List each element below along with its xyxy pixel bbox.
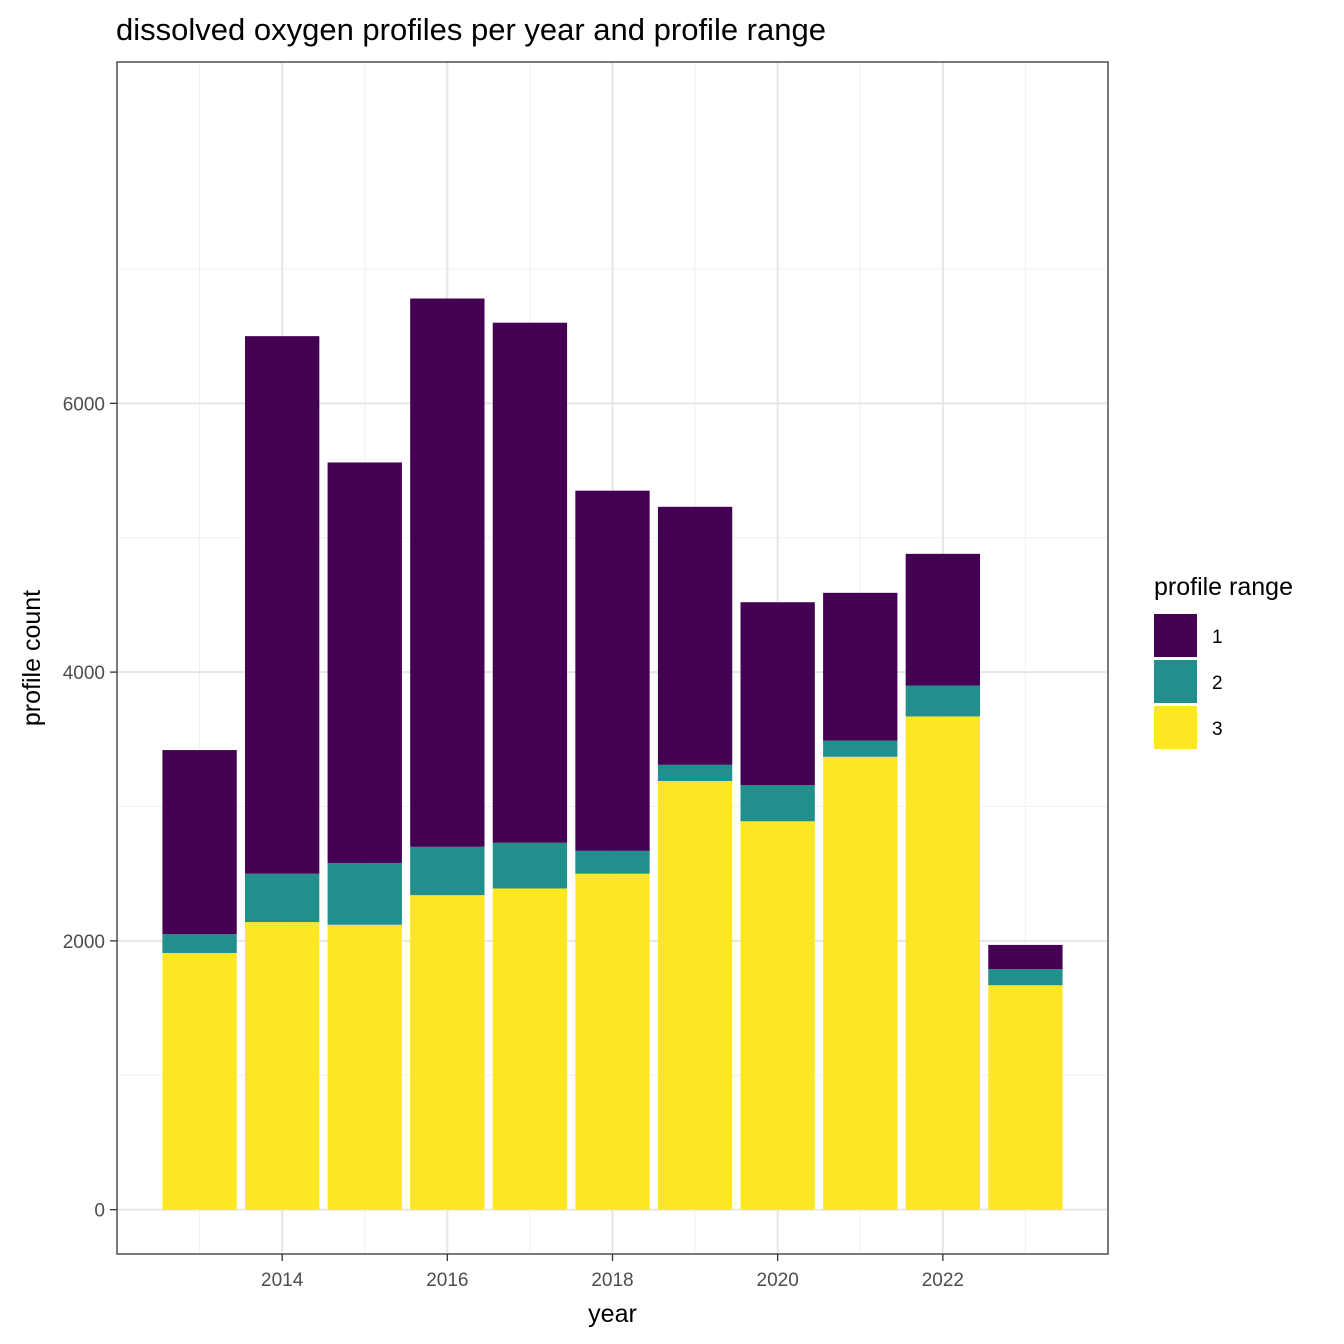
y-tick-label: 4000	[63, 663, 105, 684]
y-tick-label: 0	[94, 1201, 105, 1222]
legend-label-1: 1	[1212, 627, 1223, 648]
bar-2019-range-3	[657, 780, 733, 1210]
bar-2020-range-2	[740, 784, 815, 822]
bar-2017-range-3	[492, 888, 568, 1210]
bar-2016-range-3	[410, 895, 485, 1210]
legend-label-3: 3	[1212, 719, 1223, 740]
y-tick-label: 6000	[63, 394, 105, 415]
bar-2017-range-2	[492, 842, 568, 889]
bar-2018-range-2	[575, 850, 650, 874]
bar-2016-range-1	[410, 298, 485, 847]
bar-2020-range-3	[740, 821, 815, 1210]
legend-title: profile range	[1154, 573, 1293, 601]
bar-2018-range-1	[575, 490, 650, 851]
x-tick-label: 2014	[261, 1270, 304, 1291]
x-tick-label: 2020	[757, 1270, 799, 1291]
bar-2022-range-3	[905, 716, 980, 1210]
bar-2015-range-2	[327, 862, 402, 925]
bar-2017-range-1	[492, 322, 568, 843]
bar-2019-range-1	[657, 506, 733, 765]
bar-2020-range-1	[740, 602, 815, 785]
bar-2014-range-1	[245, 336, 320, 874]
y-axis-title: profile count	[18, 590, 46, 726]
x-axis-title: year	[588, 1300, 637, 1328]
bar-2016-range-2	[410, 846, 485, 896]
chart-title: dissolved oxygen profiles per year and p…	[116, 12, 826, 47]
bar-2022-range-2	[905, 685, 980, 717]
bar-2021-range-2	[823, 740, 898, 757]
legend-key-3	[1154, 706, 1197, 749]
legend-key-1	[1154, 614, 1197, 657]
x-tick-label: 2018	[591, 1270, 633, 1291]
bar-2023-range-2	[988, 969, 1063, 986]
bar-2014-range-3	[245, 922, 320, 1210]
bar-2015-range-3	[327, 924, 402, 1210]
bar-2018-range-3	[575, 873, 650, 1210]
bars	[162, 298, 1063, 1210]
bar-2013-range-3	[162, 952, 237, 1210]
x-tick-label: 2016	[426, 1270, 468, 1291]
bar-2021-range-1	[823, 592, 898, 741]
y-tick-label: 2000	[63, 932, 105, 953]
bar-2022-range-1	[905, 553, 980, 686]
x-tick-label: 2022	[922, 1270, 964, 1291]
bar-2019-range-2	[657, 764, 733, 781]
bar-2013-range-1	[162, 750, 237, 935]
bar-2014-range-2	[245, 873, 320, 923]
bar-2015-range-1	[327, 462, 402, 863]
bar-2021-range-3	[823, 756, 898, 1210]
bar-2023-range-3	[988, 985, 1063, 1210]
legend-key-2	[1154, 660, 1197, 703]
bar-2023-range-1	[988, 944, 1063, 970]
legend: 1 2 3	[1154, 614, 1223, 749]
legend-label-2: 2	[1212, 673, 1223, 694]
bar-2013-range-2	[162, 934, 237, 953]
axes: 0 2000 4000 6000 2014 2016 2018 2020 2022	[63, 394, 964, 1291]
